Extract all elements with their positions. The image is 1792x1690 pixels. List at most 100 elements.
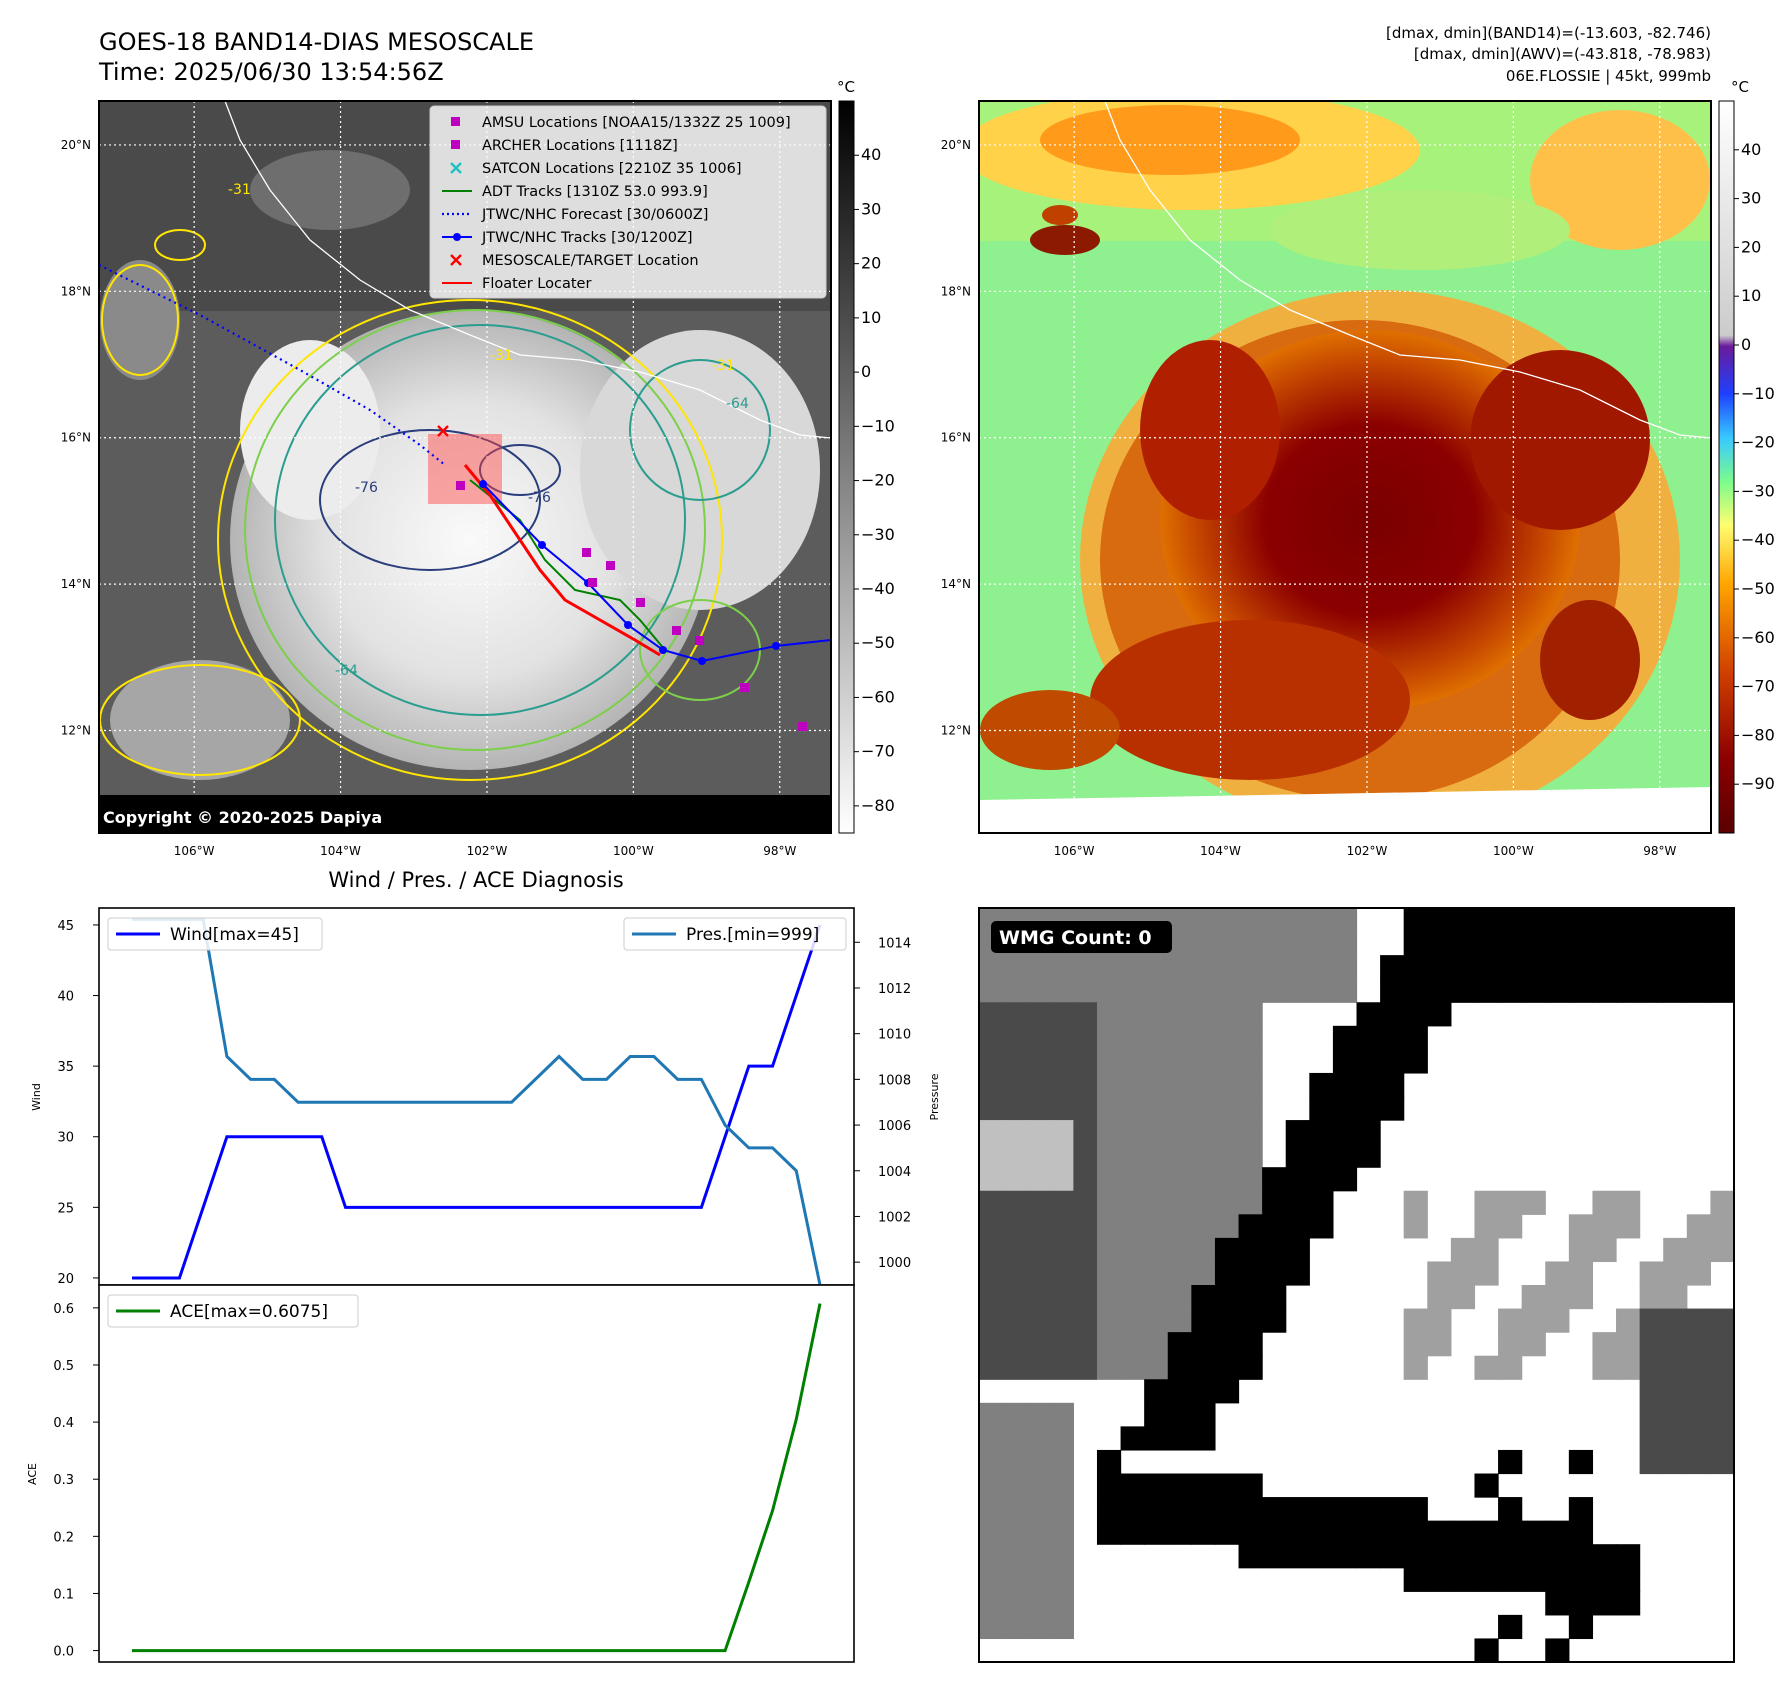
wmg-cell <box>1238 908 1263 933</box>
wmg-cell <box>1332 1497 1358 1522</box>
wmg-cell <box>1616 1332 1641 1357</box>
wmg-cell <box>1144 1190 1169 1215</box>
wmg-cell <box>1309 1190 1334 1215</box>
wmg-cell <box>1262 1520 1287 1545</box>
wv-map-panel: 106°W 104°W 102°W 100°W 98°W 20°N 18°N 16°N 14°N… <box>941 100 1712 858</box>
wmg-cell <box>1663 908 1688 933</box>
wmg-cell <box>1616 1190 1641 1215</box>
wmg-cell <box>1002 1049 1027 1074</box>
ir-colorbar-unit: °C <box>837 78 855 96</box>
wmg-cell <box>1120 1332 1145 1357</box>
mesoscale-target-marker <box>437 425 449 437</box>
wmg-cell <box>1710 978 1735 1003</box>
figure-title: GOES-18 BAND14-DIAS MESOSCALE <box>99 28 534 56</box>
wmg-cell <box>1309 1520 1334 1545</box>
wmg-cell <box>1521 955 1546 980</box>
wmg-cell <box>1191 908 1216 933</box>
wmg-cell <box>1285 1214 1310 1239</box>
wmg-cell <box>1238 1355 1263 1380</box>
wmg-cell <box>1545 1285 1570 1310</box>
wv-colorbar-unit: °C <box>1731 78 1749 96</box>
wmg-cell <box>1450 978 1476 1003</box>
lon-tick-label: 102°W <box>1347 844 1388 858</box>
figure-time: Time: 2025/06/30 13:54:56Z <box>98 58 444 86</box>
colorbar-tick-label: −40 <box>1741 530 1775 549</box>
wmg-cell <box>1026 955 1051 980</box>
wmg-cell <box>1120 1520 1145 1545</box>
legend-label: JTWC/NHC Tracks [30/1200Z] <box>481 230 693 246</box>
wmg-cell <box>1592 1567 1617 1592</box>
wmg-cell <box>1616 931 1641 956</box>
wmg-cell <box>1639 1308 1664 1333</box>
wmg-panel: WMG Count: 0 <box>978 907 1735 1663</box>
wmg-cell <box>1002 1355 1027 1380</box>
wmg-cell <box>1380 1025 1405 1050</box>
wmg-cell <box>1403 931 1428 956</box>
colorbar-tick-label: −60 <box>1741 628 1775 647</box>
wmg-cell <box>979 1614 1004 1640</box>
wmg-cell <box>1191 1261 1216 1286</box>
wmg-cell <box>1262 1261 1287 1286</box>
wmg-cell <box>1120 1285 1145 1310</box>
legend-marker-x <box>450 254 462 266</box>
wmg-cell <box>1450 1261 1476 1286</box>
wmg-cell <box>1616 1544 1641 1569</box>
wmg-cell <box>1427 1002 1452 1027</box>
wmg-cell <box>1214 1072 1240 1098</box>
wmg-cell <box>1096 1143 1122 1168</box>
wv-colorbar: °C 40 30 20 10 0 −10 −20 −30 −40 −50 −60 −70 −80 −90 <box>1718 78 1775 834</box>
wmg-cell <box>1214 1261 1240 1286</box>
wmg-cell <box>979 1096 1004 1121</box>
wmg-cell <box>1403 1002 1428 1027</box>
wmg-cell <box>1285 1237 1310 1263</box>
wmg-cell <box>1285 1190 1310 1215</box>
lat-tick-label: 18°N <box>941 284 971 298</box>
wind-legend: Wind[max=45] <box>107 917 323 951</box>
wmg-cell <box>1167 1379 1192 1404</box>
wmg-cell <box>1639 1355 1664 1380</box>
wmg-cell <box>1214 1285 1240 1310</box>
wmg-cell <box>1096 955 1122 980</box>
wmg-cell <box>1356 1120 1381 1145</box>
wmg-cell <box>1167 978 1192 1003</box>
wmg-cell <box>1167 1520 1192 1545</box>
colorbar-tick-label: −60 <box>861 687 895 706</box>
wmg-cell <box>979 1591 1004 1616</box>
jtwc-forecast-track <box>98 264 446 466</box>
wmg-cell <box>1521 1308 1546 1333</box>
wmg-cell <box>1073 1167 1098 1192</box>
wmg-cell <box>1427 1544 1452 1569</box>
wmg-cell <box>1026 1332 1051 1357</box>
wmg-cell <box>1474 955 1499 980</box>
colorbar-tick-label: −30 <box>1741 481 1775 500</box>
wmg-cell <box>1167 1261 1192 1286</box>
wmg-cell <box>1214 978 1240 1003</box>
wmg-cell <box>1026 1049 1051 1074</box>
wmg-cell <box>1049 1096 1074 1121</box>
wmg-cell <box>1167 1214 1192 1239</box>
wmg-cell <box>1568 955 1594 980</box>
wmg-cell <box>1686 955 1712 980</box>
wmg-cell <box>1144 1379 1169 1404</box>
wmg-cell <box>1309 955 1334 980</box>
wmg-cell <box>1686 908 1712 933</box>
wmg-cell <box>1285 1167 1310 1192</box>
wmg-cell <box>1167 955 1192 980</box>
wmg-cell <box>1686 1402 1712 1427</box>
wmg-cell <box>979 1025 1004 1050</box>
wmg-cell <box>1026 1025 1051 1050</box>
wmg-cell <box>1498 1308 1523 1333</box>
wmg-cell <box>1568 1285 1594 1310</box>
wmg-cell <box>1120 1497 1145 1522</box>
wmg-cell <box>1332 1120 1358 1145</box>
pressure-tick-label: 1008 <box>878 1073 911 1088</box>
ace-tick-label: 0.1 <box>53 1587 74 1602</box>
wmg-cell <box>1191 1332 1216 1357</box>
wmg-cell <box>1474 1190 1499 1215</box>
wmg-cell <box>1026 1402 1051 1427</box>
wmg-cell <box>1356 1520 1381 1545</box>
wmg-cell <box>1356 1497 1381 1522</box>
wmg-cell <box>1191 1214 1216 1239</box>
wmg-cell <box>1568 1520 1594 1545</box>
copyright-bar <box>99 795 831 833</box>
